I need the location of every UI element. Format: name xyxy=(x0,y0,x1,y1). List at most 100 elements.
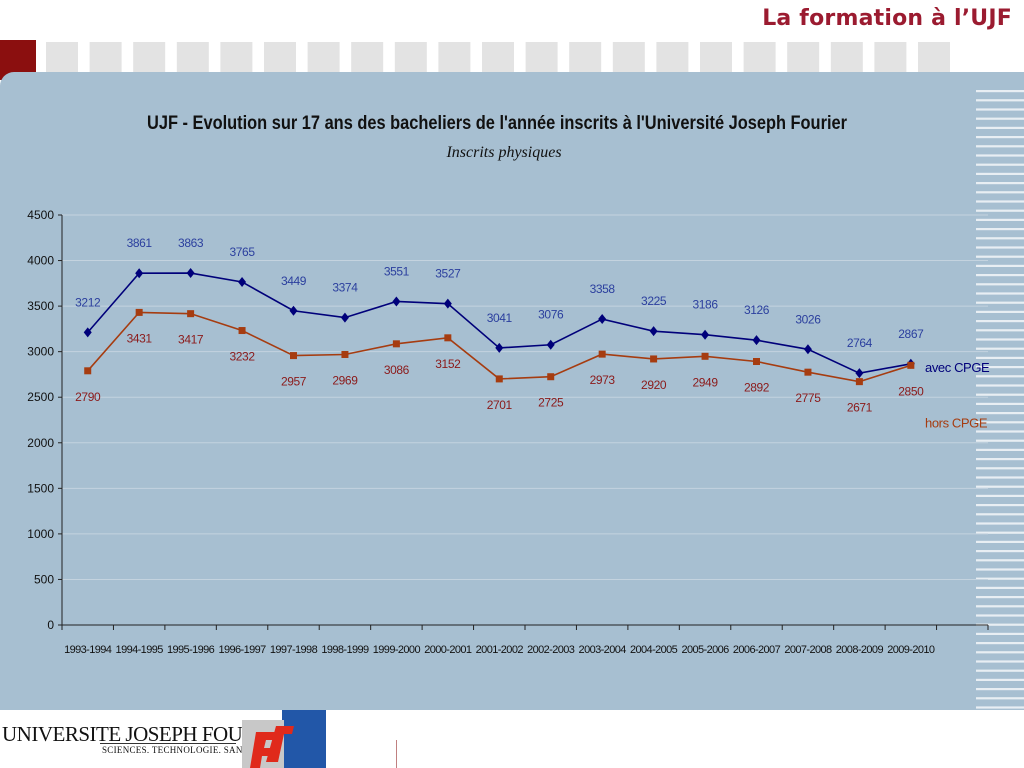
data-point-avec-cpge xyxy=(83,327,92,338)
x-tick-label: 1994-1995 xyxy=(116,644,164,656)
x-tick-label: 2001-2002 xyxy=(476,644,524,656)
data-label-hors-cpge: 2949 xyxy=(693,375,719,389)
data-label-hors-cpge: 3417 xyxy=(178,333,204,347)
data-point-hors-cpge xyxy=(907,361,915,369)
data-point-avec-cpge xyxy=(186,268,195,279)
data-label-hors-cpge: 2850 xyxy=(898,384,924,398)
data-point-avec-cpge xyxy=(855,368,864,379)
data-point-hors-cpge xyxy=(341,350,349,358)
data-point-hors-cpge xyxy=(495,375,503,383)
y-tick-label: 2000 xyxy=(27,436,54,450)
decor-stripe xyxy=(976,366,1024,369)
decor-stripe xyxy=(976,90,1024,93)
decor-stripe xyxy=(976,586,1024,589)
data-label-hors-cpge: 3431 xyxy=(127,331,153,345)
decor-stripe xyxy=(976,99,1024,102)
decor-stripe xyxy=(976,255,1024,258)
data-label-hors-cpge: 2790 xyxy=(75,390,101,404)
data-label-hors-cpge: 2920 xyxy=(641,378,667,392)
decor-stripe xyxy=(976,264,1024,267)
data-point-hors-cpge xyxy=(444,334,452,342)
data-label-hors-cpge: 3232 xyxy=(230,350,256,364)
x-tick-label: 2003-2004 xyxy=(579,644,627,656)
data-point-avec-cpge xyxy=(649,326,658,337)
decor-stripe xyxy=(976,504,1024,507)
series-label-avec-cpge: avec CPGE xyxy=(925,360,990,375)
page-title: La formation à l’UJF xyxy=(762,6,1012,31)
decor-stripe xyxy=(976,126,1024,129)
decor-stripe xyxy=(976,623,1024,626)
data-point-avec-cpge xyxy=(803,344,812,355)
x-tick-label: 2005-2006 xyxy=(681,644,729,656)
y-tick-label: 1000 xyxy=(27,527,54,541)
data-label-avec-cpge: 3212 xyxy=(75,295,101,309)
y-tick-label: 1500 xyxy=(27,481,54,495)
decor-stripe xyxy=(976,191,1024,194)
x-tick-label: 2002-2003 xyxy=(527,644,575,656)
x-tick-label: 2007-2008 xyxy=(784,644,832,656)
x-tick-label: 2000-2001 xyxy=(424,644,472,656)
decor-stripe xyxy=(976,540,1024,543)
data-label-hors-cpge: 2957 xyxy=(281,375,307,389)
decor-stripe xyxy=(976,375,1024,378)
data-point-hors-cpge xyxy=(598,350,606,358)
decor-stripe xyxy=(976,301,1024,304)
decor-stripe xyxy=(976,531,1024,534)
decor-stripe xyxy=(976,108,1024,111)
university-logo-text: UNIVERSITE JOSEPH FOURIER xyxy=(2,722,289,746)
decor-stripe xyxy=(976,218,1024,221)
data-point-hors-cpge xyxy=(135,308,143,316)
decor-stripe xyxy=(976,550,1024,553)
decor-stripe xyxy=(976,402,1024,405)
decor-stripe xyxy=(976,356,1024,359)
decor-stripe xyxy=(976,605,1024,608)
decor-stripe xyxy=(976,439,1024,442)
decor-stripe xyxy=(976,384,1024,387)
decor-stripe xyxy=(976,568,1024,571)
x-tick-label: 1998-1999 xyxy=(321,644,369,656)
y-tick-label: 3000 xyxy=(27,345,54,359)
decor-stripe xyxy=(976,154,1024,157)
decor-stripe xyxy=(976,467,1024,470)
data-point-avec-cpge xyxy=(340,312,349,323)
x-tick-label: 2008-2009 xyxy=(836,644,884,656)
data-point-avec-cpge xyxy=(598,314,607,325)
data-point-hors-cpge xyxy=(290,352,297,360)
data-label-avec-cpge: 3527 xyxy=(435,267,461,281)
decor-stripe xyxy=(976,228,1024,231)
data-point-hors-cpge xyxy=(187,310,195,318)
data-point-hors-cpge xyxy=(84,367,92,375)
decor-stripe xyxy=(976,412,1024,415)
decor-stripe xyxy=(976,329,1024,332)
decor-stripe xyxy=(976,347,1024,350)
footer-separator xyxy=(396,740,397,768)
data-label-avec-cpge: 3026 xyxy=(795,312,821,326)
university-logo-tagline: SCIENCES. TECHNOLOGIE. SANTÉ xyxy=(102,745,255,755)
decor-stripe xyxy=(976,559,1024,562)
data-point-avec-cpge xyxy=(392,296,401,307)
data-label-hors-cpge: 3152 xyxy=(435,357,461,371)
decor-stripe xyxy=(976,274,1024,277)
decor-stripe xyxy=(976,596,1024,599)
data-point-avec-cpge xyxy=(443,298,452,309)
decor-stripe xyxy=(976,632,1024,635)
data-label-hors-cpge: 2701 xyxy=(487,398,513,412)
data-label-avec-cpge: 2764 xyxy=(847,336,873,350)
data-point-avec-cpge xyxy=(701,329,710,340)
decor-stripe xyxy=(976,651,1024,654)
series-label-hors-cpge: hors CPGE xyxy=(925,415,988,430)
y-tick-label: 2500 xyxy=(27,390,54,404)
footer xyxy=(0,710,1024,768)
y-tick-label: 500 xyxy=(34,572,54,586)
data-point-hors-cpge xyxy=(855,378,863,386)
data-label-hors-cpge: 2725 xyxy=(538,396,564,410)
x-tick-label: 1995-1996 xyxy=(167,644,215,656)
x-tick-label: 2006-2007 xyxy=(733,644,781,656)
decor-stripe xyxy=(976,485,1024,488)
x-tick-label: 1996-1997 xyxy=(218,644,266,656)
decor-stripe xyxy=(976,494,1024,497)
data-point-hors-cpge xyxy=(547,373,555,381)
data-point-hors-cpge xyxy=(804,368,812,376)
chart-subtitle: Inscrits physiques xyxy=(445,144,561,161)
university-logo-emblem xyxy=(242,710,326,768)
